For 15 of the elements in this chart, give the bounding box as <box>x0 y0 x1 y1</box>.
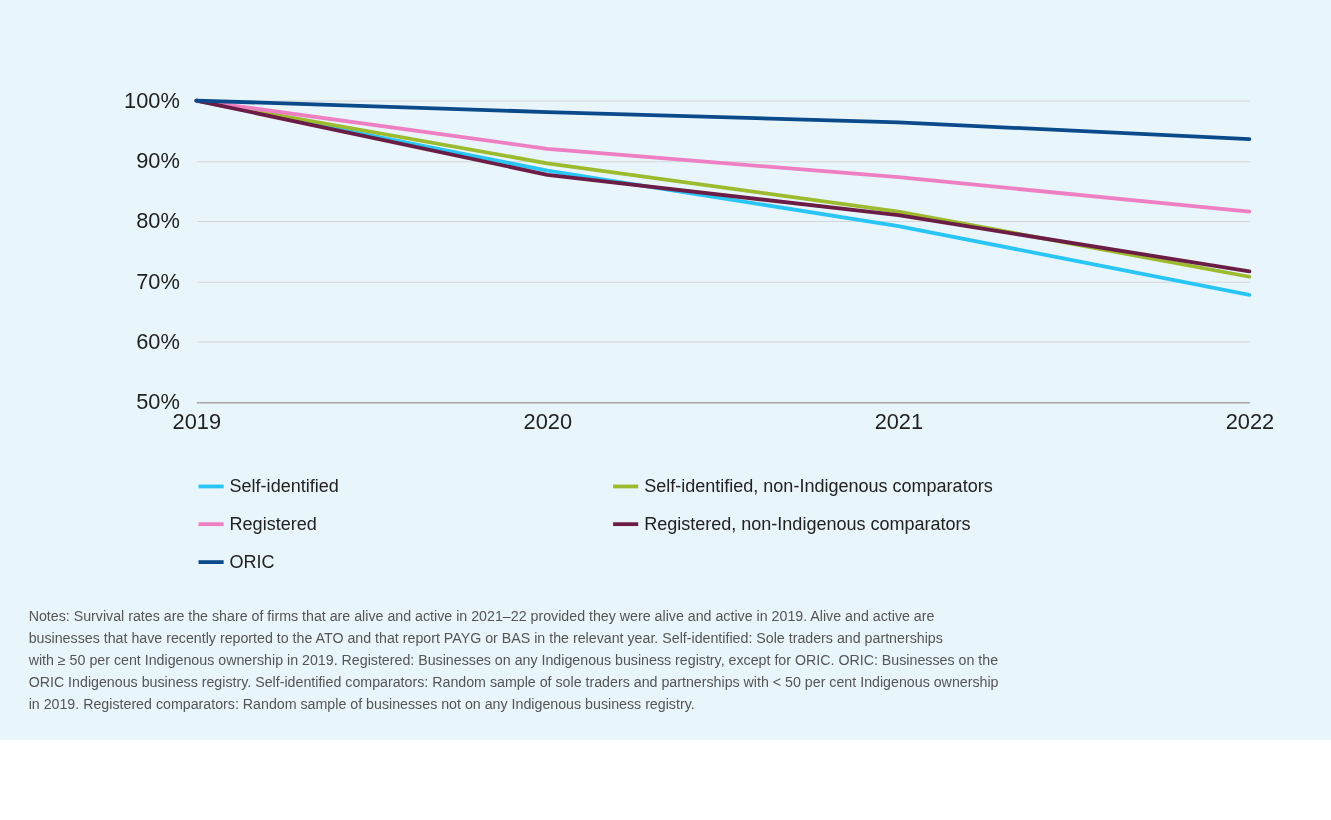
legend-label: ORIC <box>229 551 275 572</box>
y-tick-label: 70% <box>136 268 180 294</box>
legend-label: Registered, non-Indigenous comparators <box>644 513 971 534</box>
legend-label: Registered <box>229 513 317 534</box>
y-tick-label: 80% <box>136 208 180 234</box>
legend-label: Self-identified <box>229 476 339 497</box>
y-tick-label: 60% <box>136 329 180 355</box>
x-tick-label: 2020 <box>523 409 573 435</box>
y-tick-label: 100% <box>124 87 180 113</box>
legend-label: Self-identified, non-Indigenous comparators <box>644 476 993 497</box>
line-series <box>194 98 1252 142</box>
text: Notes: Survival rates are the share of firms that are alive and active in 2021–22 provided they were alive and active in 2019. Alive and active are businesses that have recently reported to the ATO and that report PAYG or BAS in the relevant year. Self-identified: Sole traders and partnerships with ≥ 50 per cent Indigenous ownership in 2019. Registered: Businesses on any Indigenous business registry, except for ORIC. ORIC: Businesses on the ORIC Indigenous business registry. Self-identified comparators: Random sample of sole traders and partnerships with < 50 per cent Indigenous ownership in 2019. Registered comparators: Random sample of businesses not on any Indigenous business registry. <box>27 608 999 712</box>
x-tick-label: 2022 <box>1225 409 1275 435</box>
y-tick-label: 90% <box>136 148 180 174</box>
x-tick-label: 2021 <box>874 409 924 435</box>
